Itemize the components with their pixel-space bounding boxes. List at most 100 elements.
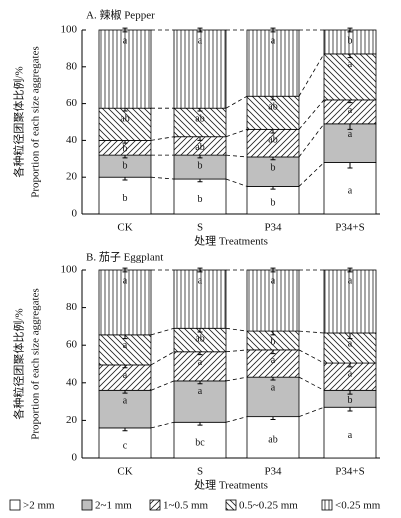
y-tick-label: 20	[66, 171, 78, 183]
x-tick-label: S	[197, 466, 203, 478]
x-tick-label: P34+S	[335, 466, 364, 478]
significance-letter: a	[348, 338, 353, 349]
bar-segment	[323, 269, 377, 334]
bar-segment	[98, 389, 152, 429]
significance-letter: a	[198, 386, 203, 397]
connector	[225, 349, 248, 353]
y-tick-label: 40	[66, 134, 78, 146]
significance-letter: ab	[195, 113, 204, 124]
significance-letter: b	[123, 193, 128, 204]
legend-label: 2~1 mm	[95, 500, 132, 512]
significance-letter: b	[123, 160, 128, 171]
significance-letter: a	[348, 275, 353, 286]
significance-letter: ab	[120, 113, 129, 124]
legend-label: >2 mm	[23, 500, 55, 512]
significance-letter: b	[348, 35, 353, 46]
y-axis-label: 各种粒径团聚体比例/%	[12, 66, 26, 177]
y-tick-label: 60	[66, 97, 78, 109]
y-tick-label: 0	[72, 208, 78, 220]
chart-title: A. 辣椒 Pepper	[86, 8, 155, 22]
significance-letter: b	[123, 144, 128, 155]
connector	[225, 178, 248, 187]
significance-letter: ab	[195, 334, 204, 345]
bar-segment	[323, 406, 377, 459]
bar-segment	[98, 176, 152, 215]
significance-letter: a	[123, 396, 128, 407]
bar-segment	[98, 29, 152, 109]
significance-letter: a	[271, 355, 276, 366]
significance-letter: a	[271, 382, 276, 393]
legend-swatch	[149, 499, 161, 511]
x-tick-label: S	[197, 222, 203, 234]
significance-letter: ab	[268, 102, 277, 113]
legend-swatch	[9, 499, 21, 511]
significance-letter: b	[271, 162, 276, 173]
error-bar	[347, 267, 353, 273]
connector	[225, 95, 248, 109]
y-tick-label: 80	[66, 60, 78, 72]
significance-letter: bc	[195, 437, 205, 448]
bar-segment	[173, 107, 227, 138]
connector	[150, 351, 175, 366]
significance-letter: a	[198, 357, 203, 368]
connector	[298, 162, 325, 187]
connector	[298, 53, 325, 97]
bar-segment	[323, 123, 377, 163]
connector	[150, 176, 175, 180]
bar-segment	[323, 362, 377, 391]
significance-letter: a	[198, 275, 203, 286]
bar-segment	[246, 128, 300, 158]
connector	[298, 330, 325, 334]
significance-letter: b	[348, 395, 353, 406]
significance-letter: c	[123, 440, 128, 451]
connector	[225, 128, 248, 138]
y-tick-label: 100	[61, 24, 78, 36]
bar-segment	[246, 376, 300, 418]
y-axis-label: Proportion of each size aggregates	[30, 288, 42, 440]
legend-label: 1~0.5 mm	[163, 500, 209, 512]
error-bar	[270, 267, 276, 273]
significance-letter: b	[271, 197, 276, 208]
connector	[225, 416, 248, 423]
y-tick-label: 0	[72, 452, 78, 464]
error-bar	[270, 27, 276, 33]
significance-letter: a	[271, 35, 276, 46]
x-tick-label: CK	[117, 466, 132, 478]
significance-letter: a	[198, 35, 203, 46]
significance-letter: a	[348, 186, 353, 197]
error-bar	[122, 27, 128, 33]
x-tick-label: P34	[264, 222, 282, 234]
significance-letter: ab	[195, 142, 204, 153]
connector	[150, 327, 175, 336]
significance-letter: b	[271, 336, 276, 347]
chart-title: B. 茄子 Eggplant	[86, 250, 163, 264]
bar-segment	[323, 53, 377, 101]
y-axis-label: 各种粒径团聚体比例/%	[12, 308, 26, 419]
bar-segment	[173, 351, 227, 382]
bar-segment	[246, 269, 300, 332]
bar-segment	[246, 349, 300, 378]
significance-letter: ab	[268, 135, 277, 146]
significance-letter: a	[348, 430, 353, 441]
bar-segment	[173, 421, 227, 459]
error-bar	[197, 267, 203, 273]
significance-letter: ab	[268, 435, 277, 446]
legend-swatch	[225, 499, 237, 511]
bar-segment	[323, 162, 377, 215]
legend-swatch	[321, 499, 333, 511]
y-tick-label: 20	[66, 414, 78, 426]
connector	[298, 123, 325, 158]
connector	[298, 376, 325, 391]
error-bar	[347, 27, 353, 33]
x-tick-label: CK	[117, 222, 132, 234]
bar-segment	[98, 427, 152, 459]
significance-letter: b	[198, 194, 203, 205]
bar-segment	[98, 364, 152, 391]
legend-label: 0.5~0.25 mm	[239, 500, 298, 512]
error-bar	[197, 27, 203, 33]
y-tick-label: 100	[61, 264, 78, 276]
significance-letter: a	[123, 340, 128, 351]
significance-letter: a	[123, 35, 128, 46]
error-bar	[122, 267, 128, 273]
